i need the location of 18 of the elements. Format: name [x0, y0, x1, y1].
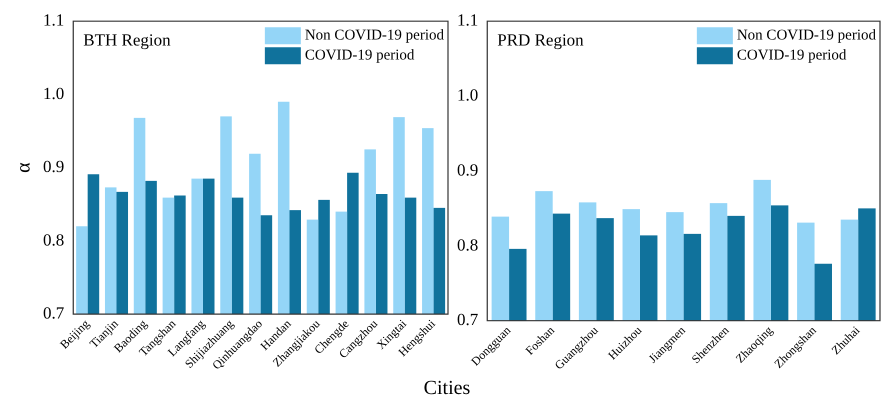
y-tick-label: 1.1: [43, 10, 64, 30]
y-axis-title: α: [12, 162, 34, 173]
legend-label: Non COVID-19 period: [304, 28, 444, 44]
text: BTH Region: [83, 30, 172, 50]
legend-label: COVID-19 period: [736, 48, 847, 64]
x-axis-title: Cities: [422, 376, 472, 400]
y-tick-label: 1.0: [43, 84, 64, 103]
y-tick-label: 1.0: [457, 86, 478, 105]
legend-label: Non COVID-19 period: [736, 28, 876, 44]
y-tick-label: 0.9: [457, 160, 478, 180]
y-tick-label: 0.7: [43, 304, 65, 323]
y-tick-label: 0.7: [457, 310, 479, 330]
y-tick-label: 1.1: [457, 10, 478, 30]
text: PRD Region: [497, 30, 584, 50]
y-tick-label: 0.8: [43, 230, 64, 250]
y-tick-label: 0.9: [43, 157, 64, 176]
y-tick-label: 0.8: [457, 235, 478, 254]
legend-label: COVID-19 period: [304, 48, 415, 64]
